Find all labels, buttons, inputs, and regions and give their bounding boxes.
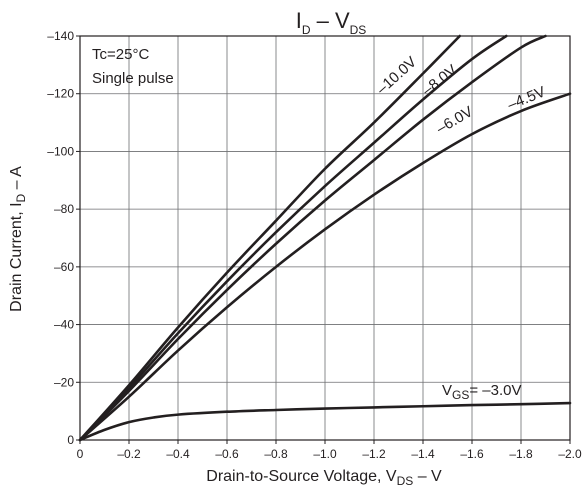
- x-tick-label: –1.8: [509, 447, 533, 461]
- curve-8v: [78, 34, 508, 442]
- annotation-temperature: Tc=25°C: [92, 46, 149, 63]
- curves: [78, 34, 572, 442]
- chart-title-mid: – V: [310, 8, 349, 33]
- x-axis-label-suffix: – V: [413, 468, 442, 485]
- x-tick-label: –2.0: [558, 447, 582, 461]
- y-tick-label: –40: [54, 318, 74, 332]
- curve-label-3v: VGS= –3.0V: [442, 382, 522, 402]
- y-tick-label: –140: [47, 29, 74, 43]
- y-tick-label: –20: [54, 375, 74, 389]
- x-axis-label: Drain-to-Source Voltage, VDS – V: [206, 468, 442, 488]
- curve-label-3v-value: = –3.0V: [469, 382, 521, 399]
- chart-title-sub-1: D: [302, 23, 311, 37]
- x-tick-label: –1.0: [313, 447, 337, 461]
- x-tick-label: –0.2: [117, 447, 141, 461]
- x-axis-ticks: 0 –0.2 –0.4 –0.6 –0.8 –1.0 –1.2 –1.4 –1.6 –1.8 –2.…: [77, 440, 582, 461]
- x-tick-label: –0.6: [215, 447, 239, 461]
- curve-6v: [78, 34, 547, 442]
- y-tick-label: 0: [67, 433, 74, 447]
- y-tick-label: –120: [47, 87, 74, 101]
- chart-title: ID – VDS: [296, 8, 367, 37]
- chart-title-sub-2: DS: [350, 23, 367, 37]
- y-axis-ticks: 0 –20 –40 –60 –80 –100 –120 –140: [47, 29, 80, 447]
- curve-4v5: [78, 92, 572, 442]
- x-tick-label: –1.4: [411, 447, 435, 461]
- curve-3v: [78, 401, 572, 442]
- x-tick-label: –1.2: [362, 447, 386, 461]
- y-axis-label: Drain Current, ID – A: [8, 166, 28, 312]
- x-tick-label: –0.8: [264, 447, 288, 461]
- grid: [80, 36, 570, 440]
- x-tick-label: 0: [77, 447, 84, 461]
- x-tick-label: –1.6: [460, 447, 484, 461]
- x-tick-label: –0.4: [166, 447, 190, 461]
- curve-label-6v: –6.0V: [434, 103, 476, 137]
- x-axis-label-sub: DS: [397, 474, 414, 488]
- y-tick-label: –100: [47, 144, 74, 158]
- curve-label-10v: –10.0V: [373, 54, 420, 98]
- y-tick-label: –60: [54, 260, 74, 274]
- y-axis-label-sub: D: [14, 193, 28, 202]
- curve-10v: [78, 34, 462, 442]
- y-axis-label-suffix: – A: [8, 166, 25, 194]
- curve-label-3v-sub: GS: [452, 388, 469, 402]
- annotation-pulse: Single pulse: [92, 70, 174, 87]
- y-tick-label: –80: [54, 202, 74, 216]
